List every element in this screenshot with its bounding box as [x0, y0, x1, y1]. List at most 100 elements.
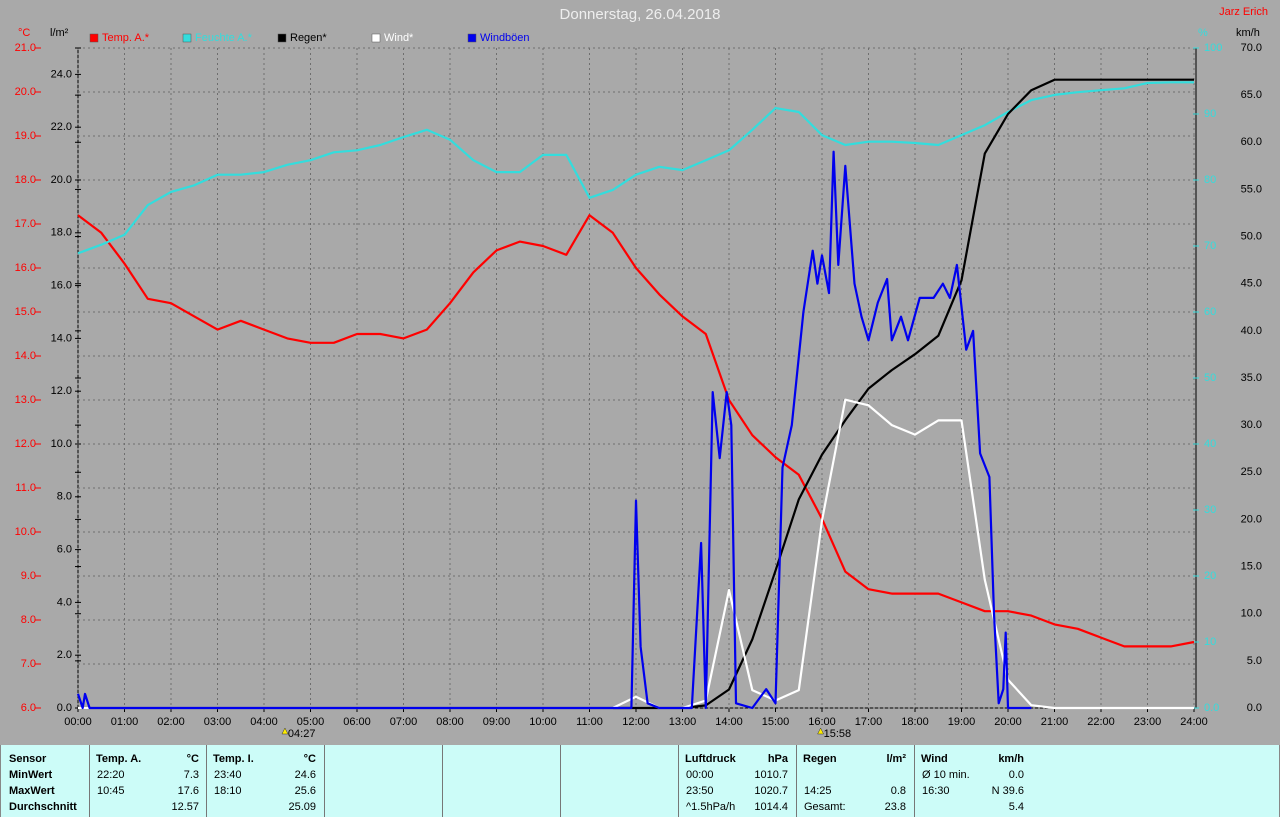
y-tick-label: 7.0 [21, 658, 36, 670]
y-tick-label: 90 [1204, 108, 1216, 120]
column-separator [914, 745, 915, 817]
cell-value: 25.09 [288, 801, 316, 813]
y-tick-label: 0.0 [1247, 702, 1262, 714]
y-tick-label: 30 [1204, 504, 1216, 516]
cell-time: 14:25 [804, 785, 832, 797]
x-tick-label: 01:00 [111, 716, 139, 728]
y4-axis-unit: km/h [1236, 27, 1260, 39]
column-unit: km/h [998, 753, 1024, 765]
y-tick-label: 22.0 [51, 121, 72, 133]
x-tick-label: 07:00 [390, 716, 418, 728]
cell-time: ^1.5hPa/h [686, 801, 736, 813]
y-tick-label: 20 [1204, 570, 1216, 582]
y-tick-label: 14.0 [15, 350, 36, 362]
legend-label: Windböen [480, 32, 530, 44]
y-tick-label: 15.0 [1241, 560, 1262, 572]
x-tick-label: 13:00 [669, 716, 697, 728]
y-tick-label: 4.0 [57, 596, 72, 608]
y-tick-label: 0.0 [57, 702, 72, 714]
cell-value: 12.57 [171, 801, 199, 813]
y-tick-label: 24.0 [51, 68, 72, 80]
y-tick-label: 13.0 [15, 394, 36, 406]
y-tick-label: 65.0 [1241, 89, 1262, 101]
cell-time: 22:20 [97, 769, 125, 781]
stats-table: Sensor MinWert MaxWert Durchschnitt Temp. A.… [0, 745, 1280, 817]
y-tick-label: 60.0 [1241, 136, 1262, 148]
cell-time: 10:45 [97, 785, 125, 797]
y-tick-label: 10 [1204, 636, 1216, 648]
x-tick-label: 20:00 [994, 716, 1022, 728]
y-tick-label: 12.0 [51, 385, 72, 397]
x-tick-label: 05:00 [297, 716, 325, 728]
y-tick-label: 45.0 [1241, 278, 1262, 290]
cell-value: 23.8 [884, 801, 906, 813]
row-label: Sensor [9, 753, 47, 765]
column-separator [560, 745, 561, 817]
cell-time: 23:40 [214, 769, 242, 781]
y-tick-label: 35.0 [1241, 372, 1262, 384]
y-tick-label: 18.0 [51, 227, 72, 239]
y2-axis-unit: % [1198, 27, 1208, 39]
legend-label: Regen* [290, 32, 327, 44]
y-tick-label: 40 [1204, 438, 1216, 450]
cell-time: Ø 10 min. [922, 769, 970, 781]
annotation-marker [281, 727, 289, 735]
series-line [77, 81, 1194, 255]
cell-time: 00:00 [686, 769, 714, 781]
y-tick-label: 70.0 [1241, 42, 1262, 54]
column-separator [89, 745, 90, 817]
y-tick-label: 50 [1204, 372, 1216, 384]
y-axis-unit: °C [18, 27, 30, 39]
x-tick-label: 04:00 [250, 716, 278, 728]
y-tick-label: 60 [1204, 306, 1216, 318]
cell-value: N 39.6 [991, 785, 1024, 797]
cell-value: 7.3 [183, 769, 199, 781]
cell-time: 18:10 [214, 785, 242, 797]
y-tick-label: 16.0 [51, 280, 72, 292]
chart-title: Donnerstag, 26.04.2018 [560, 6, 721, 23]
y-tick-label: 8.0 [21, 614, 36, 626]
y-tick-label: 12.0 [15, 438, 36, 450]
y-tick-label: 0.0 [1204, 702, 1219, 714]
x-tick-label: 18:00 [901, 716, 929, 728]
y-tick-label: 6.0 [57, 544, 72, 556]
y-tick-label: 30.0 [1241, 419, 1262, 431]
legend-swatch [182, 33, 192, 43]
y-tick-label: 5.0 [1247, 655, 1262, 667]
cell-value: 1020.7 [754, 785, 788, 797]
x-tick-label: 21:00 [1041, 716, 1069, 728]
column-separator [324, 745, 325, 817]
column-separator [796, 745, 797, 817]
x-tick-label: 06:00 [343, 716, 371, 728]
y-tick-label: 19.0 [15, 130, 36, 142]
column-separator [678, 745, 679, 817]
series-line [77, 214, 1195, 648]
y-tick-label: 10.0 [51, 438, 72, 450]
column-separator [206, 745, 207, 817]
x-tick-label: 11:00 [576, 716, 603, 728]
cell-value: 24.6 [294, 769, 316, 781]
column-title: Regen [803, 753, 837, 765]
annotation-marker [817, 727, 825, 735]
cell-value: 0.0 [1008, 769, 1024, 781]
x-tick-label: 12:00 [622, 716, 650, 728]
author: Jarz Erich [1219, 6, 1268, 18]
chart: Donnerstag, 26.04.2018 Jarz Erich °C l/m… [15, 6, 1268, 740]
y-tick-label: 25.0 [1241, 466, 1262, 478]
cell-value: 0.8 [890, 785, 906, 797]
x-tick-label: 08:00 [436, 716, 464, 728]
column-separator [442, 745, 443, 817]
y-tick-label: 20.0 [1241, 513, 1262, 525]
column-unit: °C [303, 753, 316, 765]
column-title: Temp. I. [213, 753, 254, 765]
legend-swatch [467, 33, 477, 43]
x-tick-label: 22:00 [1087, 716, 1115, 728]
x-tick-label: 09:00 [483, 716, 511, 728]
cell-value: 25.6 [294, 785, 316, 797]
x-tick-label: 16:00 [808, 716, 836, 728]
y-tick-label: 80 [1204, 174, 1216, 186]
y-tick-label: 16.0 [15, 262, 36, 274]
cell-time: 16:30 [922, 785, 950, 797]
y-tick-label: 21.0 [15, 42, 36, 54]
row-label: MinWert [9, 769, 53, 781]
